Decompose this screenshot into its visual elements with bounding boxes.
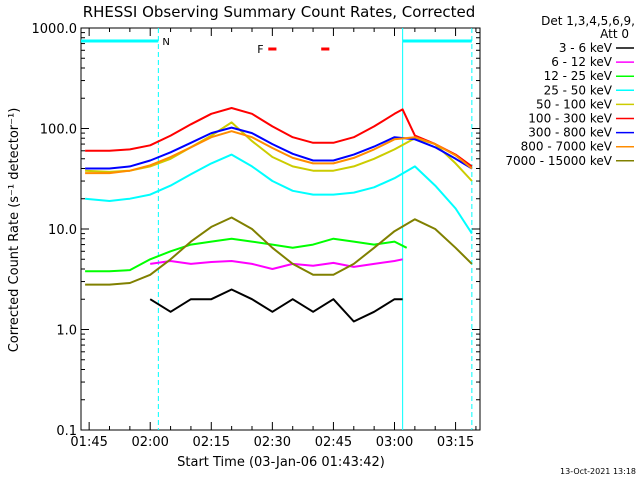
x-tick-label: 02:30 [254,435,291,450]
series-line [85,216,473,286]
y-axis-label: Corrected Count Rate (s⁻¹ detector⁻¹) [7,108,22,353]
series-line [85,126,473,170]
series-line [85,153,473,235]
y-axis-ticks: 0.1 1.0 10.0 100.0 1000.0 [32,22,480,439]
x-tick-label: 03:15 [437,435,474,450]
chart-title: RHESSI Observing Summary Count Rates, Co… [83,3,476,21]
legend-entry-label: 100 - 300 keV [528,112,612,126]
plot-area: NF [80,27,481,431]
flare-marker-label: F [257,43,263,56]
x-tick-label: 02:45 [315,435,352,450]
detector-note-line1: Det 1,3,4,5,6,9, [541,14,635,28]
y-tick-label: 10.0 [48,223,77,238]
series-line [150,258,403,270]
series-line [85,237,408,273]
legend-entry-label: 800 - 7000 keV [521,140,613,154]
legend-entry-label: 3 - 6 keV [559,41,613,55]
legend-entry-label: 7000 - 15000 keV [505,154,612,168]
footer-date: 13-Oct-2021 13:18 [560,467,636,476]
night-marker-label: N [162,37,169,48]
y-tick-label: 1.0 [56,324,77,339]
series-line [85,121,473,182]
y-tick-label: 0.1 [56,424,77,439]
y-tick-label: 100.0 [40,123,77,138]
legend-entry-label: 6 - 12 keV [551,55,613,69]
detector-note-line2: Att 0 [600,27,629,41]
series-line [149,288,403,323]
legend-entry-label: 25 - 50 keV [544,83,613,97]
legend-entry-label: 50 - 100 keV [536,97,613,111]
x-tick-label: 03:00 [376,435,413,450]
x-axis-label: Start Time (03-Jan-06 01:43:42) [177,455,385,470]
legend-entry-label: 300 - 800 keV [528,126,612,140]
x-axis-ticks: 01:45 02:00 02:15 02:30 02:45 03:00 03:15 [70,28,477,450]
x-tick-label: 01:45 [70,435,107,450]
x-tick-label: 02:15 [193,435,230,450]
x-tick-label: 02:00 [131,435,168,450]
legend-entry-label: 12 - 25 keV [544,69,613,83]
plot-frame [80,27,481,431]
y-tick-label: 1000.0 [32,22,78,37]
series-line [85,107,473,168]
series-line [85,130,473,175]
